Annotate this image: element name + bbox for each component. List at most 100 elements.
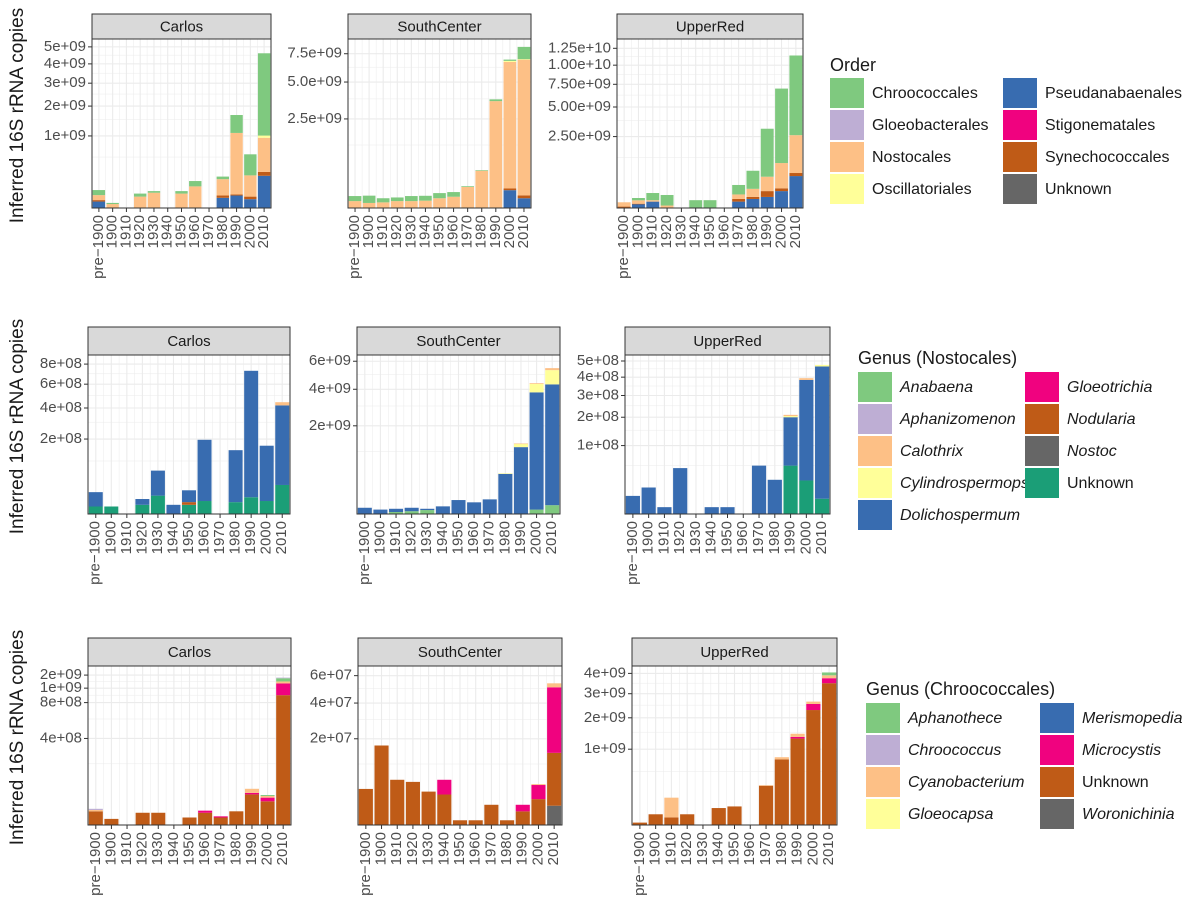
facet-strip	[616, 13, 804, 40]
bar-dolichospermum	[197, 439, 212, 502]
bar-nostocales	[646, 200, 660, 202]
bar-unknown	[711, 808, 726, 825]
bar-dolichospermum	[641, 487, 656, 514]
bar-unknown	[822, 683, 837, 825]
bar-chroococcales	[732, 184, 746, 195]
bar-nostocales	[760, 176, 774, 192]
x-tick-label: pre−1900	[615, 215, 632, 279]
bar-oscillatoriales	[257, 135, 271, 138]
legend-label: Gloeotrichia	[1067, 379, 1152, 396]
facet-title: SouthCenter	[397, 18, 481, 35]
x-tick-label: 1910	[388, 832, 405, 865]
bar-nostocales	[376, 202, 390, 208]
legend-key	[1003, 110, 1037, 140]
bar-cyanobacterium	[260, 795, 275, 798]
x-tick-label: 1900	[373, 832, 390, 865]
y-tick-label: 7.50e+09	[548, 75, 611, 92]
x-tick-label: 1970	[211, 521, 228, 554]
x-tick-label: 1980	[498, 832, 515, 865]
bar-dolichospermum	[815, 366, 830, 499]
x-tick-label: pre−1900	[631, 832, 648, 896]
bar-microcystis	[790, 736, 805, 739]
bar-unknown	[198, 812, 213, 825]
bar-microcystis	[806, 703, 821, 711]
x-tick-label: 2010	[813, 521, 830, 554]
x-tick-label: 1960	[445, 215, 462, 248]
bar-synechococcales	[230, 194, 243, 196]
bar-cylindrospermopsis	[815, 364, 830, 367]
bar-chroococcales	[106, 202, 119, 205]
bar-chroococcales	[133, 193, 147, 197]
bar-pseudanabaenales	[775, 191, 788, 208]
legend-key	[1025, 372, 1059, 402]
bar-chroococcus	[88, 808, 103, 811]
x-tick-label: 1940	[164, 521, 181, 554]
bar-synechococcales	[257, 171, 271, 176]
bar-dolichospermum	[259, 445, 274, 502]
x-tick-label: 1910	[644, 215, 661, 248]
legend-key	[1003, 142, 1037, 172]
x-tick-label: 1950	[451, 832, 468, 865]
facet-title: Carlos	[160, 18, 203, 35]
legend-key	[858, 404, 892, 434]
bar-dolichospermum	[182, 490, 196, 503]
bar-microcystis	[276, 683, 291, 696]
panel-upperred: UpperRed 1e+09 2e+09 3e+09 4e+09 pre−19001900…	[584, 637, 838, 896]
bar-synechococcales	[746, 196, 760, 199]
x-tick-label: 1920	[133, 521, 150, 554]
legend: Genus (Nostocales) Anabaena Aphanizomenon C…	[858, 348, 1152, 530]
legend-label: Nostoc	[1067, 443, 1117, 460]
x-tick-label: 1940	[703, 521, 720, 554]
bar-unknown	[197, 501, 212, 514]
legend-key	[866, 735, 900, 765]
bars	[88, 677, 291, 825]
y-tick-label: 2e+09	[44, 97, 86, 114]
x-tick-label: 1920	[671, 521, 688, 554]
x-tick-label: 1950	[449, 521, 466, 554]
x-tick-label: 1930	[402, 215, 419, 248]
x-tick-label: 1970	[730, 215, 747, 248]
y-tick-label: 3e+09	[584, 685, 626, 702]
bar-dolichospermum	[166, 504, 181, 514]
x-tick-label: 2000	[528, 521, 545, 554]
bars	[358, 683, 562, 825]
bar-dolichospermum	[751, 465, 767, 514]
bar-pseudanabaenales	[257, 175, 271, 208]
legend-title: Genus (Nostocales)	[858, 348, 1017, 368]
legend-label: Gloeobacterales	[872, 117, 989, 134]
x-tick-label: 1950	[725, 832, 742, 865]
x-tick-label: 1920	[131, 215, 148, 248]
bar-dolichospermum	[673, 468, 688, 514]
bar-microcystis	[213, 816, 228, 818]
panel-upperred: UpperRed 2.50e+09 5.00e+09 7.50e+09 1.00e+10…	[548, 13, 804, 279]
bar-chroococcales	[689, 200, 703, 208]
bar-cyanobacterium	[244, 788, 259, 793]
bar-unknown	[135, 812, 150, 825]
bar-synechococcales	[732, 198, 746, 202]
x-tick-label: 2000	[259, 832, 276, 865]
bar-unknown	[104, 818, 119, 825]
legend: Genus (Chroococcales) Aphanothece Chroococ…	[866, 679, 1183, 829]
bar-microcystis	[531, 785, 546, 800]
bar-cyanobacterium	[547, 683, 562, 688]
x-tick-label: 1910	[655, 521, 672, 554]
bar-dolichospermum	[625, 495, 640, 514]
bar-oscillatoriales	[503, 60, 517, 62]
facet-title: UpperRed	[676, 18, 744, 35]
bar-cyanobacterium	[822, 675, 837, 679]
bar-chroococcales	[489, 99, 503, 102]
bar-dolichospermum	[799, 379, 814, 481]
bar-dolichospermum	[275, 405, 290, 485]
bar-chroococcales	[517, 46, 531, 60]
bars	[632, 672, 837, 825]
bar-chroococcales	[175, 191, 188, 194]
bar-chroococcales	[503, 59, 517, 61]
bar-chroococcales	[646, 193, 660, 201]
x-tick-label: 1910	[374, 215, 391, 248]
bars	[348, 46, 531, 208]
bar-dolichospermum	[498, 473, 513, 514]
legend-key	[858, 500, 892, 530]
x-tick-label: 2000	[804, 832, 821, 865]
x-tick-label: 1980	[744, 215, 761, 248]
bar-nostocales	[189, 186, 202, 208]
